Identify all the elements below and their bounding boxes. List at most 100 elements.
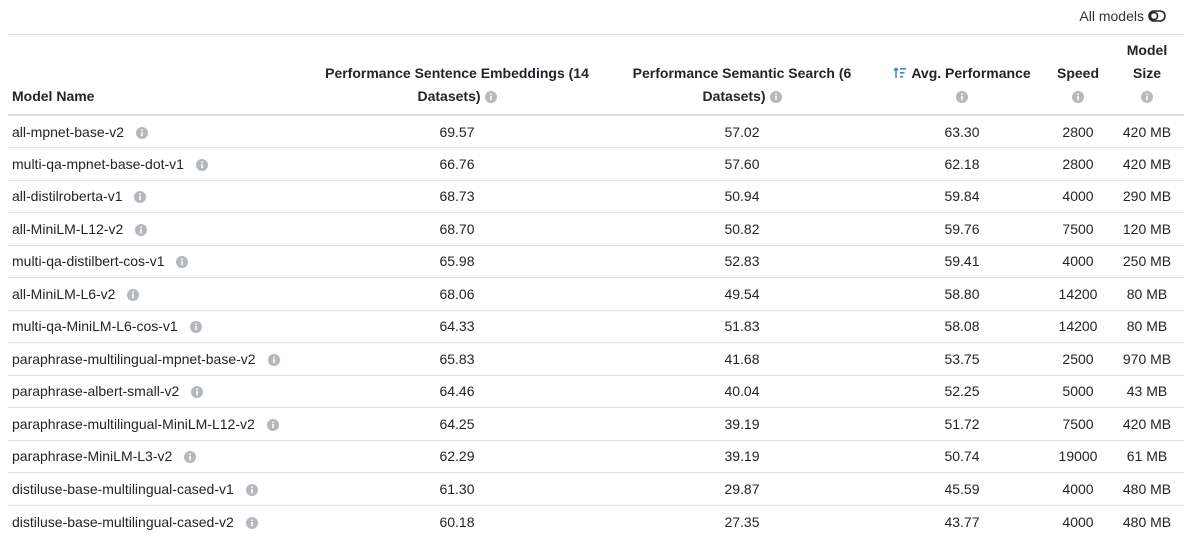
sentence-score-cell: 65.83 [308, 342, 606, 375]
col-header-model-name[interactable]: Model Name [8, 34, 308, 116]
info-icon[interactable] [769, 91, 782, 103]
speed-cell: 7500 [1046, 407, 1110, 440]
speed-header-label: Speed [1056, 65, 1099, 81]
info-icon[interactable] [136, 126, 149, 139]
avg-score-cell: 58.80 [878, 277, 1046, 310]
model-name-cell: paraphrase-multilingual-MiniLM-L12-v2 [8, 407, 308, 440]
semantic-score-cell: 52.83 [606, 244, 878, 278]
table-row: paraphrase-MiniLM-L3-v2 62.29 39.19 50.7… [8, 439, 1184, 473]
avg-score-cell: 58.08 [878, 309, 1046, 343]
semantic-score-cell: 49.54 [606, 277, 878, 310]
sentence-score-cell: 61.30 [308, 472, 606, 505]
avg-score-cell: 62.18 [878, 147, 1046, 180]
info-icon[interactable] [189, 321, 202, 334]
table-body: all-mpnet-base-v2 69.57 57.02 63.30 2800… [8, 114, 1184, 538]
avg-score-cell: 50.74 [878, 439, 1046, 473]
semantic-score-cell: 57.02 [606, 114, 878, 148]
table-row: multi-qa-distilbert-cos-v1 65.98 52.83 5… [8, 244, 1184, 278]
sentence-score-cell: 60.18 [308, 504, 606, 538]
sentence-score-cell: 66.76 [308, 147, 606, 180]
model-name-header-label: Model Name [12, 88, 95, 104]
speed-cell: 19000 [1046, 439, 1110, 473]
col-header-sentence-embeddings[interactable]: Performance Sentence Embeddings (14 Data… [308, 34, 606, 116]
sentence-score-cell: 68.70 [308, 212, 606, 245]
table-row: distiluse-base-multilingual-cased-v2 60.… [8, 504, 1184, 538]
table-row: paraphrase-multilingual-mpnet-base-v2 65… [8, 342, 1184, 375]
semantic-score-cell: 41.68 [606, 342, 878, 375]
info-icon[interactable] [245, 516, 258, 529]
info-icon[interactable] [135, 223, 148, 236]
info-icon[interactable] [1072, 91, 1084, 103]
avg-score-cell: 43.77 [878, 504, 1046, 538]
semantic-score-cell: 50.94 [606, 179, 878, 213]
speed-cell: 14200 [1046, 277, 1110, 310]
size-cell: 290 MB [1110, 179, 1184, 213]
speed-cell: 4000 [1046, 179, 1110, 213]
toggle-icon[interactable] [1148, 10, 1166, 22]
sentence-score-cell: 64.25 [308, 407, 606, 440]
avg-score-cell: 53.75 [878, 342, 1046, 375]
table-row: paraphrase-albert-small-v2 64.46 40.04 5… [8, 374, 1184, 408]
model-name-cell: multi-qa-mpnet-base-dot-v1 [8, 147, 308, 180]
sentence-score-cell: 64.46 [308, 374, 606, 408]
size-cell: 480 MB [1110, 504, 1184, 538]
semantic-header-line2: Datasets) [702, 88, 766, 104]
sort-descending-icon[interactable] [893, 66, 907, 80]
model-name: all-mpnet-base-v2 [12, 123, 125, 140]
all-models-toggle[interactable]: All models [1079, 6, 1166, 26]
size-cell: 43 MB [1110, 374, 1184, 408]
table-row: distiluse-base-multilingual-cased-v1 61.… [8, 472, 1184, 505]
info-icon[interactable] [266, 418, 279, 431]
avg-score-cell: 59.76 [878, 212, 1046, 245]
model-name: paraphrase-albert-small-v2 [12, 383, 180, 400]
model-name: paraphrase-MiniLM-L3-v2 [12, 448, 173, 465]
info-icon[interactable] [176, 256, 189, 269]
speed-cell: 4000 [1046, 472, 1110, 505]
col-header-speed[interactable]: Speed [1046, 34, 1110, 116]
size-cell: 480 MB [1110, 472, 1184, 505]
table-row: paraphrase-multilingual-MiniLM-L12-v2 64… [8, 407, 1184, 440]
model-name: all-MiniLM-L12-v2 [12, 220, 124, 237]
avg-score-cell: 51.72 [878, 407, 1046, 440]
semantic-score-cell: 29.87 [606, 472, 878, 505]
size-cell: 250 MB [1110, 244, 1184, 278]
table-row: all-MiniLM-L6-v2 68.06 49.54 58.80 14200… [8, 277, 1184, 310]
sentence-score-cell: 68.06 [308, 277, 606, 310]
model-name-cell: distiluse-base-multilingual-cased-v1 [8, 472, 308, 505]
table-row: all-mpnet-base-v2 69.57 57.02 63.30 2800… [8, 114, 1184, 148]
info-icon[interactable] [245, 483, 258, 496]
size-cell: 420 MB [1110, 114, 1184, 148]
all-models-label: All models [1079, 8, 1144, 24]
info-icon[interactable] [191, 386, 204, 399]
model-name-cell: paraphrase-albert-small-v2 [8, 374, 308, 408]
col-header-semantic-search[interactable]: Performance Semantic Search (6 Datasets) [606, 34, 878, 116]
col-header-avg-performance[interactable]: Avg. Performance [878, 34, 1046, 116]
info-icon[interactable] [134, 191, 147, 204]
model-name-cell: all-distilroberta-v1 [8, 179, 308, 213]
info-icon[interactable] [267, 353, 280, 366]
avg-score-cell: 59.41 [878, 244, 1046, 278]
semantic-score-cell: 39.19 [606, 439, 878, 473]
info-icon[interactable] [127, 288, 140, 301]
sentence-header-line1: Performance Sentence Embeddings (14 [325, 65, 589, 81]
model-name-cell: distiluse-base-multilingual-cased-v2 [8, 504, 308, 538]
info-icon[interactable] [1141, 91, 1153, 103]
model-name: distiluse-base-multilingual-cased-v2 [12, 513, 234, 530]
models-page: All models Model Name Performance Senten… [8, 6, 1184, 538]
model-name: multi-qa-mpnet-base-dot-v1 [12, 155, 184, 172]
size-cell: 420 MB [1110, 147, 1184, 180]
table-row: all-distilroberta-v1 68.73 50.94 59.84 4… [8, 179, 1184, 213]
info-icon[interactable] [184, 451, 197, 464]
model-name: multi-qa-MiniLM-L6-cos-v1 [12, 318, 178, 335]
info-icon[interactable] [956, 91, 968, 103]
table-row: multi-qa-mpnet-base-dot-v1 66.76 57.60 6… [8, 147, 1184, 180]
speed-cell: 7500 [1046, 212, 1110, 245]
size-cell: 80 MB [1110, 309, 1184, 343]
size-header-label: Model Size [1126, 42, 1168, 81]
avg-header-label: Avg. Performance [911, 65, 1031, 81]
sentence-score-cell: 64.33 [308, 309, 606, 343]
size-cell: 120 MB [1110, 212, 1184, 245]
info-icon[interactable] [484, 91, 497, 103]
col-header-model-size[interactable]: Model Size [1110, 34, 1184, 116]
info-icon[interactable] [195, 158, 208, 171]
